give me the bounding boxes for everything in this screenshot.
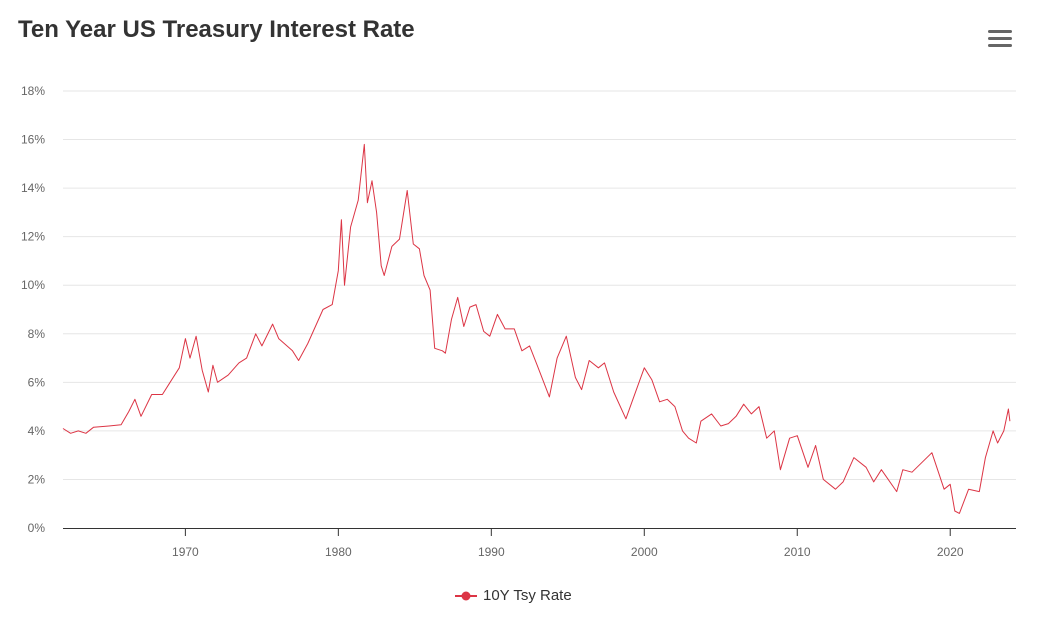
- series-line: [62, 143, 1011, 514]
- legend-marker-icon: [455, 591, 477, 600]
- x-tick-label: 1980: [325, 545, 352, 559]
- y-tick-label: 0%: [28, 521, 46, 535]
- y-tick-label: 18%: [21, 84, 45, 98]
- chart-title: Ten Year US Treasury Interest Rate: [18, 16, 415, 43]
- y-tick-label: 2%: [28, 472, 46, 486]
- x-tick-label: 2010: [784, 545, 811, 559]
- y-tick-label: 12%: [21, 230, 45, 244]
- y-tick-label: 16%: [21, 133, 45, 147]
- x-tick-label: 2020: [937, 545, 964, 559]
- x-tick-label: 1990: [478, 545, 505, 559]
- y-tick-label: 4%: [28, 424, 46, 438]
- hamburger-menu-icon[interactable]: [988, 30, 1012, 50]
- x-tick-label: 1970: [172, 545, 199, 559]
- legend-item[interactable]: 10Y Tsy Rate: [455, 587, 572, 604]
- y-tick-label: 10%: [21, 278, 45, 292]
- x-tick-label: 2000: [631, 545, 658, 559]
- y-tick-label: 8%: [28, 327, 46, 341]
- legend-label: 10Y Tsy Rate: [483, 587, 572, 604]
- y-tick-label: 6%: [28, 375, 46, 389]
- y-tick-label: 14%: [21, 181, 45, 195]
